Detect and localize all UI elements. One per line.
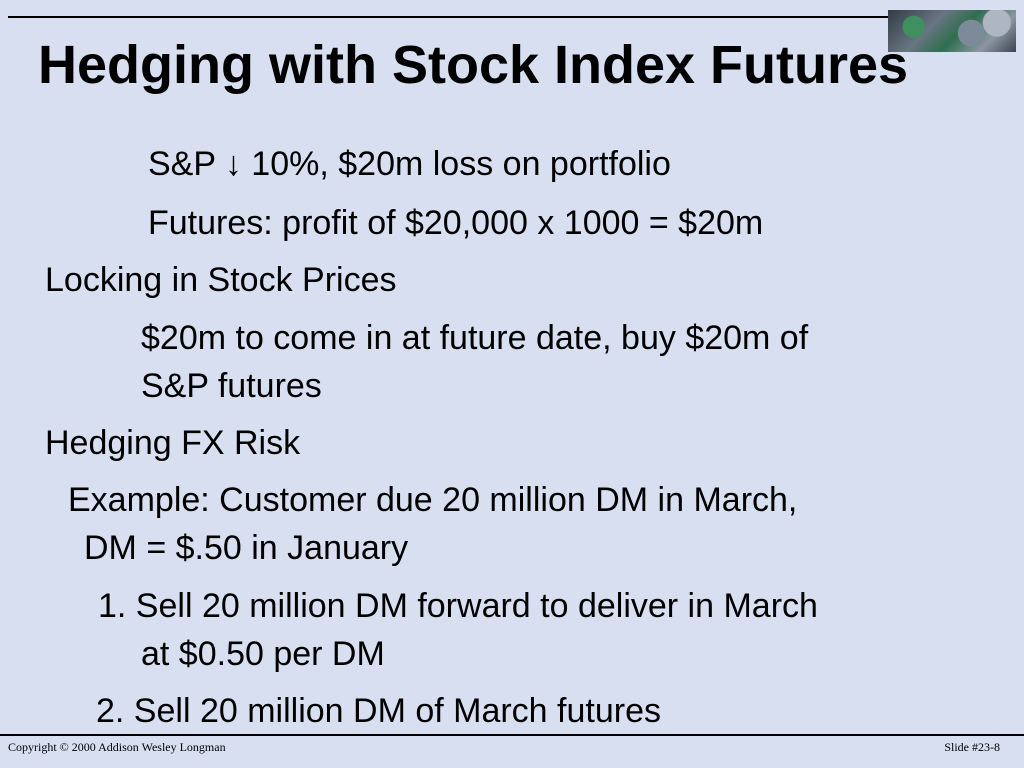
body-line-8: DM = $.50 in January [84,529,409,567]
body-line-4: $20m to come in at future date, buy $20m… [141,319,809,357]
body-line-7: Example: Customer due 20 million DM in M… [68,481,798,519]
body-line-3: Locking in Stock Prices [45,261,397,299]
body-line-6: Hedging FX Risk [45,424,301,462]
decorative-corner-image [888,10,1016,52]
body-line-2: Futures: profit of $20,000 x 1000 = $20m [148,204,764,242]
body-line-1: S&P ↓ 10%, $20m loss on portfolio [148,145,671,183]
body-line-9: 1. Sell 20 million DM forward to deliver… [98,587,818,625]
bottom-divider [0,734,1024,736]
body-line-5: S&P futures [141,367,322,405]
footer-slide-number: Slide #23-8 [944,740,1000,754]
footer-copyright: Copyright © 2000 Addison Wesley Longman [8,740,226,754]
body-line-11: 2. Sell 20 million DM of March futures [96,692,661,730]
top-divider [8,16,888,18]
slide-title: Hedging with Stock Index Futures [38,35,909,95]
body-line-10: at $0.50 per DM [141,635,385,673]
